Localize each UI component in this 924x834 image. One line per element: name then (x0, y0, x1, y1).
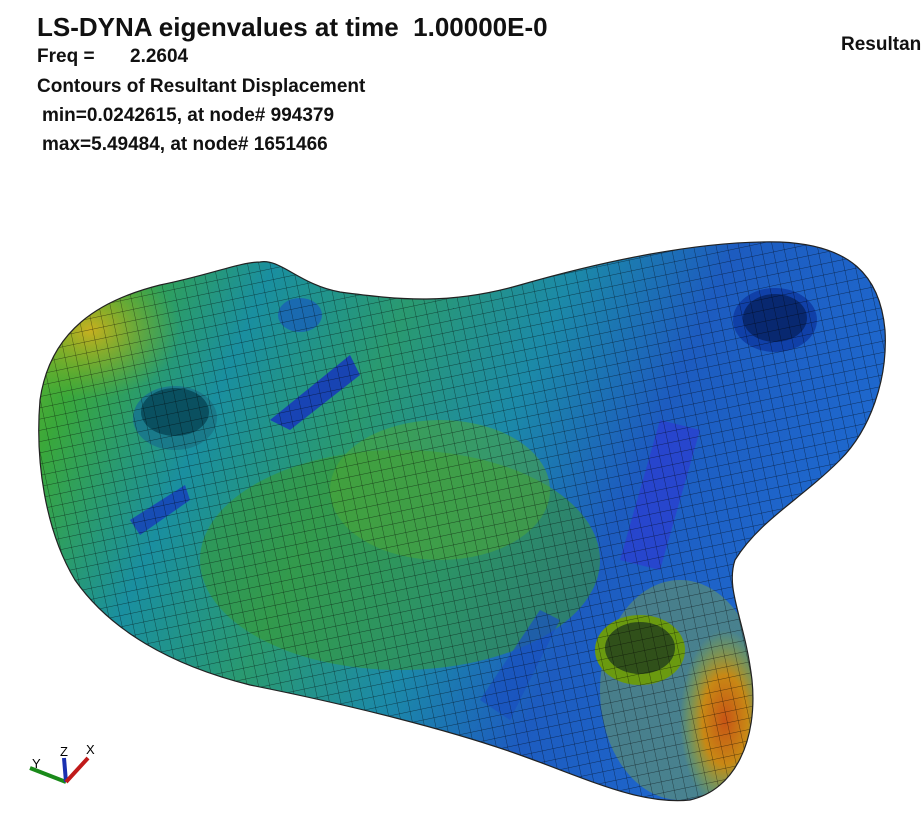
triad-z: Z (60, 744, 68, 759)
axis-triad: Y Z X (29, 742, 95, 784)
min-line: min=0.0242615, at node# 994379 (42, 105, 335, 126)
legend-title: Resultan (841, 34, 922, 55)
bracket-model (38, 241, 886, 801)
title: LS-DYNA eigenvalues at time 1.00000E-0 (37, 12, 548, 42)
max-line: max=5.49484, at node# 1651466 (42, 134, 328, 155)
freq-value: 2.2604 (130, 46, 189, 67)
freq-label: Freq = (37, 46, 95, 67)
triad-x: X (86, 742, 95, 757)
contour-label: Contours of Resultant Displacement (37, 76, 366, 97)
triad-y: Y (32, 756, 41, 771)
